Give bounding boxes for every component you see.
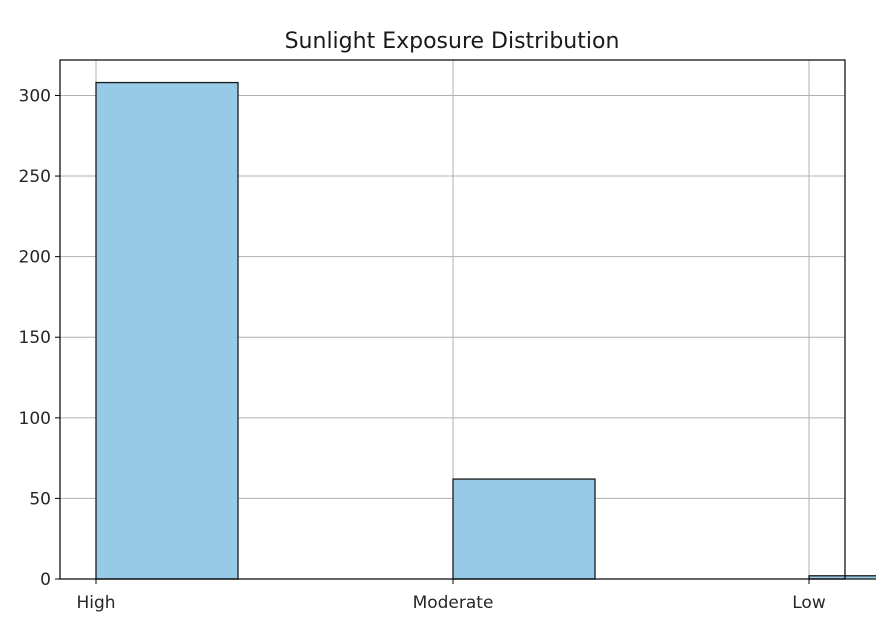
y-tick-label: 0 [40, 570, 51, 590]
y-tick-label: 300 [19, 86, 51, 106]
x-tick-label: High [76, 593, 115, 613]
bar-low [808, 575, 876, 580]
y-tick-label: 200 [19, 248, 51, 268]
x-axis-ticks: High Moderate Low [76, 579, 826, 613]
y-tick-label: 250 [19, 167, 51, 187]
x-tick-label: Low [792, 593, 826, 613]
y-tick-label: 100 [19, 409, 51, 429]
bar-high [95, 81, 239, 580]
x-tick-label: Moderate [413, 593, 494, 613]
y-axis-ticks: 0 50 100 150 200 250 300 [19, 86, 60, 590]
y-tick-label: 50 [29, 489, 51, 509]
y-tick-label: 150 [19, 328, 51, 348]
bars [95, 81, 876, 580]
bar-moderate [452, 478, 596, 580]
chart-title: Sunlight Exposure Distribution [285, 29, 620, 54]
